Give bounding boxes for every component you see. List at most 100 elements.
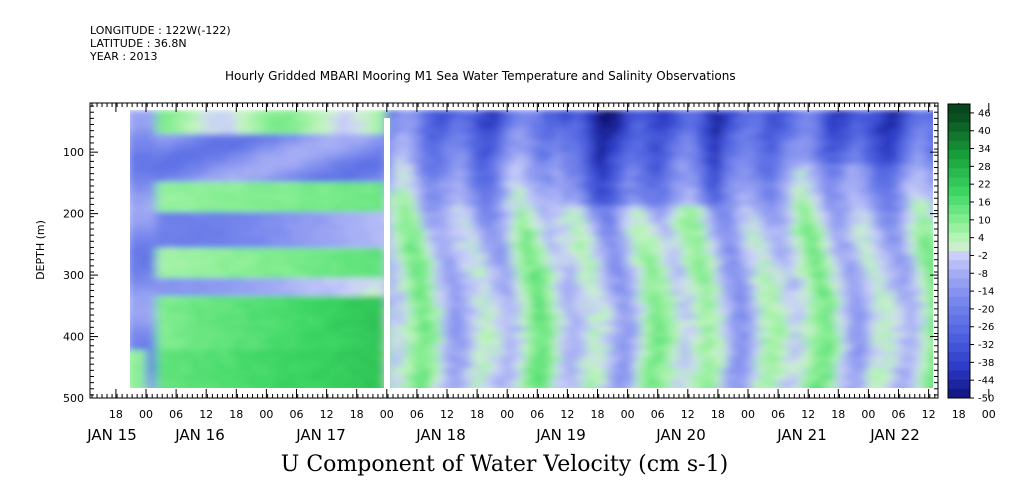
heat-cell (341, 344, 347, 351)
heat-cell (211, 308, 217, 315)
heat-cell (561, 350, 567, 357)
heat-cell (531, 134, 537, 141)
heat-cell (211, 188, 217, 195)
heat-cell (651, 338, 657, 345)
heat-cell (481, 146, 487, 153)
heat-cell (391, 206, 397, 213)
heat-cell (531, 332, 537, 339)
heat-cell (301, 140, 307, 147)
heat-cell (566, 224, 572, 231)
heat-cell (656, 122, 662, 129)
heat-cell (531, 314, 537, 321)
heat-cell (436, 194, 442, 201)
heat-cell (186, 194, 192, 201)
heat-cell (401, 326, 407, 333)
heat-cell (631, 116, 637, 123)
heat-cell (611, 356, 617, 363)
heat-cell (411, 278, 417, 285)
heat-cell (376, 158, 382, 165)
heat-cell (581, 116, 587, 123)
heat-cell (206, 338, 212, 345)
heat-cell (471, 350, 477, 357)
heat-cell (421, 110, 427, 117)
heat-cell (266, 122, 272, 129)
heat-cell (376, 116, 382, 123)
heat-cell (161, 380, 167, 387)
heat-cell (131, 314, 137, 321)
heat-cell (341, 182, 347, 189)
heat-cell (396, 332, 402, 339)
heat-cell (361, 128, 367, 135)
heat-cell (601, 188, 607, 195)
heat-cell (251, 260, 257, 267)
heat-cell (556, 200, 562, 207)
heat-cell (151, 278, 157, 285)
heat-cell (151, 152, 157, 159)
heat-cell (231, 320, 237, 327)
heat-cell (446, 206, 452, 213)
heat-cell (466, 140, 472, 147)
heat-cell (526, 254, 532, 261)
heat-cell (416, 128, 422, 135)
heat-cell (321, 356, 327, 363)
heat-cell (556, 146, 562, 153)
heat-cell (431, 194, 437, 201)
heat-cell (191, 182, 197, 189)
heat-cell (396, 248, 402, 255)
heat-cell (261, 134, 267, 141)
heat-cell (446, 122, 452, 129)
heat-cell (131, 194, 137, 201)
heat-cell (636, 212, 642, 219)
heat-cell (231, 242, 237, 249)
heat-cell (636, 152, 642, 159)
heat-cell (416, 332, 422, 339)
heat-cell (371, 338, 377, 345)
heat-cell (261, 278, 267, 285)
heat-cell (186, 152, 192, 159)
heat-cell (136, 194, 142, 201)
heat-cell (626, 206, 632, 213)
heat-cell (471, 158, 477, 165)
heat-cell (261, 326, 267, 333)
heat-cell (266, 260, 272, 267)
heat-cell (191, 176, 197, 183)
heat-cell (396, 164, 402, 171)
heat-cell (651, 122, 657, 129)
heat-cell (351, 110, 357, 117)
heat-cell (171, 248, 177, 255)
heat-cell (551, 164, 557, 171)
heat-cell (626, 182, 632, 189)
heat-cell (326, 296, 332, 303)
heat-cell (256, 338, 262, 345)
heat-cell (561, 200, 567, 207)
heat-cell (246, 152, 252, 159)
heat-cell (331, 314, 337, 321)
heat-cell (256, 296, 262, 303)
heat-cell (186, 290, 192, 297)
heat-cell (371, 242, 377, 249)
heat-cell (636, 260, 642, 267)
heat-cell (496, 188, 502, 195)
heat-cell (421, 362, 427, 369)
heat-cell (606, 134, 612, 141)
heat-cell (366, 230, 372, 237)
heat-cell (596, 284, 602, 291)
heat-cell (461, 176, 467, 183)
heat-cell (331, 302, 337, 309)
heat-cell (276, 194, 282, 201)
heat-cell (536, 236, 542, 243)
heat-cell (516, 356, 522, 363)
heat-cell (306, 122, 312, 129)
heat-cell (496, 248, 502, 255)
heat-cell (416, 344, 422, 351)
heat-cell (476, 266, 482, 273)
heat-cell (331, 110, 337, 117)
heat-cell (581, 140, 587, 147)
heat-cell (521, 152, 527, 159)
heat-cell (276, 122, 282, 129)
heat-cell (211, 122, 217, 129)
heat-cell (586, 122, 592, 129)
heat-cell (516, 380, 522, 387)
heat-cell (526, 260, 532, 267)
heat-cell (141, 284, 147, 291)
